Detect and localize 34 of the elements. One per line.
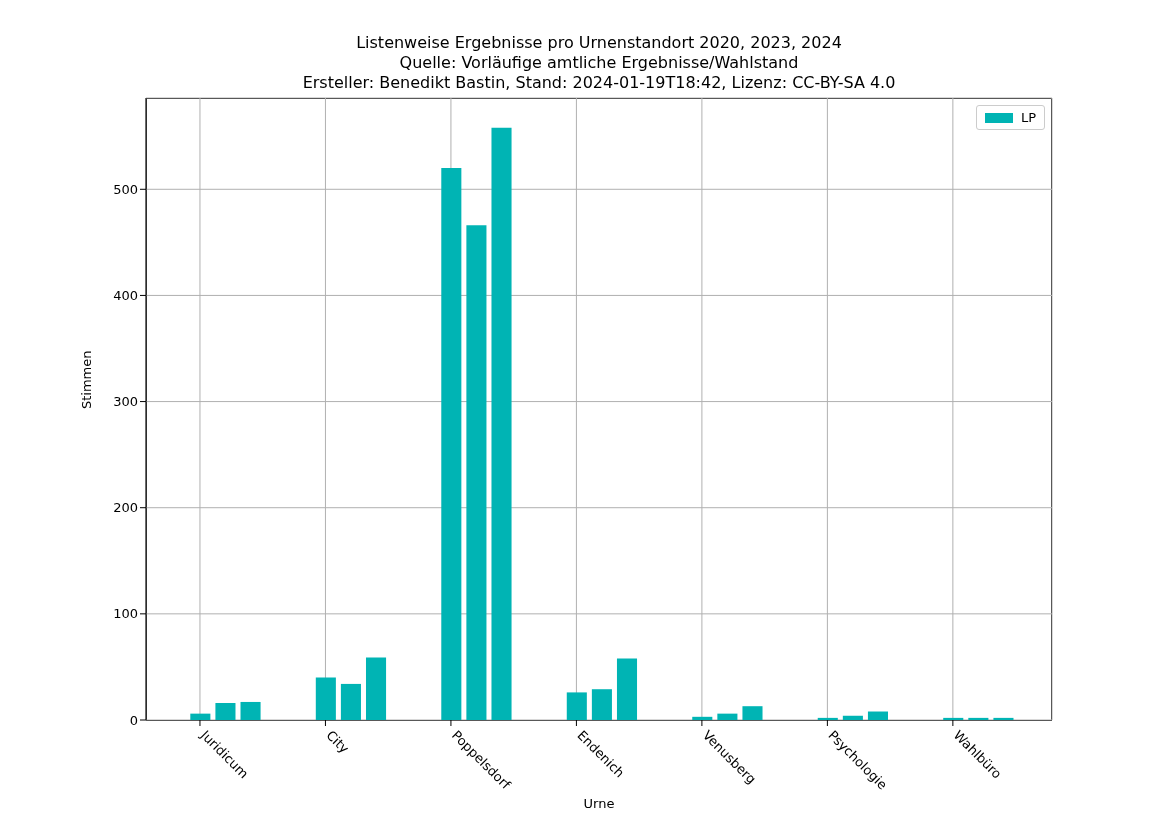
text: Ersteller: Benedikt Bastin, Stand: 2024-01-19T18:42, Lizenz: CC-BY-SA 4.0 xyxy=(301,73,897,93)
legend-label: LP xyxy=(1020,110,1036,125)
y-tick-label: 0 xyxy=(129,712,138,728)
bar xyxy=(717,713,738,720)
y-axis-title: Stimmen xyxy=(78,350,94,409)
bar xyxy=(365,657,387,720)
bar xyxy=(968,717,989,720)
bar xyxy=(240,701,261,720)
bar xyxy=(441,168,462,720)
y-tick-label: 100 xyxy=(113,606,138,622)
bar xyxy=(742,706,763,720)
bar xyxy=(466,225,487,720)
bar xyxy=(616,658,638,720)
chart-subtitle: Quelle: Vorläufige amtliche Ergebnisse/Wahlstand xyxy=(398,53,800,73)
y-tick-label: 500 xyxy=(113,181,138,197)
y-tick-label: 200 xyxy=(113,500,138,516)
bar xyxy=(591,689,612,720)
y-tick-label: 400 xyxy=(113,288,138,304)
bar xyxy=(867,711,889,720)
bar xyxy=(340,683,361,720)
bar xyxy=(993,717,1014,720)
bar xyxy=(190,713,211,720)
y-tick-label: 300 xyxy=(113,394,138,410)
bar xyxy=(943,717,964,720)
bar xyxy=(315,677,336,720)
x-tick-label: City xyxy=(323,727,353,757)
bar xyxy=(491,127,512,720)
bar xyxy=(215,703,236,720)
x-axis-title: Urne xyxy=(583,796,615,811)
bar xyxy=(566,692,587,720)
bar xyxy=(817,717,838,720)
chart-title: Listenweise Ergebnisse pro Urnenstandort 2020, 2023, 2024 xyxy=(355,33,843,53)
bar xyxy=(692,716,713,720)
bar xyxy=(842,715,863,720)
